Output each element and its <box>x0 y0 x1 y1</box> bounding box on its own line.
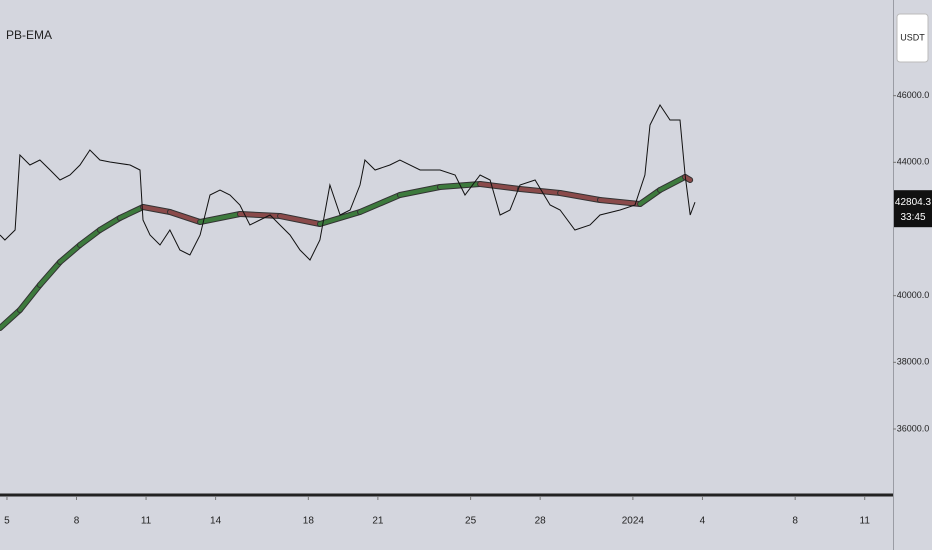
ema-segment <box>658 175 688 192</box>
ema-segment <box>237 212 283 218</box>
last-price-tag <box>894 190 932 228</box>
y-tick-label: 44000.0 <box>897 157 930 167</box>
ema-segment <box>317 210 363 226</box>
y-tick-label: 38000.0 <box>897 357 930 367</box>
x-tick-label: 4 <box>700 516 706 527</box>
x-tick-label: 18 <box>303 516 315 527</box>
ema-segment <box>278 214 322 226</box>
x-tick-label: 8 <box>792 516 798 527</box>
x-tick-label: 2024 <box>622 516 645 527</box>
ema-segment <box>141 205 172 214</box>
ema-segment <box>558 191 602 202</box>
ema-segment <box>517 187 563 195</box>
ema-segment <box>97 216 122 232</box>
currency-button[interactable] <box>896 13 929 63</box>
ema-segment <box>638 188 663 206</box>
ema-segment <box>58 243 82 264</box>
ema-segment <box>77 228 102 247</box>
plot <box>0 104 696 331</box>
y-tick-label: 46000.0 <box>897 90 930 100</box>
y-tick-label: 36000.0 <box>897 423 930 433</box>
y-tick-label: 40000.0 <box>897 290 930 300</box>
chart-title: PB-EMA <box>6 28 52 42</box>
x-tick-label: 5 <box>4 516 10 527</box>
ema-segment <box>37 260 63 287</box>
x-tick-label: 21 <box>372 516 384 527</box>
x-tick-label: 25 <box>465 516 477 527</box>
x-tick-label: 8 <box>74 516 80 527</box>
x-tick-label: 14 <box>210 516 222 527</box>
ema-segment <box>597 198 643 206</box>
ema-segment <box>358 193 402 214</box>
currency-label: USDT <box>900 32 925 42</box>
x-tick-label: 28 <box>535 516 547 527</box>
ema-segment <box>167 210 203 224</box>
ema-segment <box>17 283 42 312</box>
ema-segment <box>117 205 146 220</box>
countdown-label: 33:45 <box>900 212 925 223</box>
ema-segment <box>397 185 443 197</box>
last-price-label: 42804.3 <box>895 197 932 208</box>
ema-segment <box>198 212 242 224</box>
ema-segment <box>478 182 522 191</box>
x-tick-label: 11 <box>860 516 871 527</box>
ema-segment <box>0 308 22 330</box>
x-tick-label: 11 <box>141 516 152 527</box>
price-line <box>0 104 696 261</box>
